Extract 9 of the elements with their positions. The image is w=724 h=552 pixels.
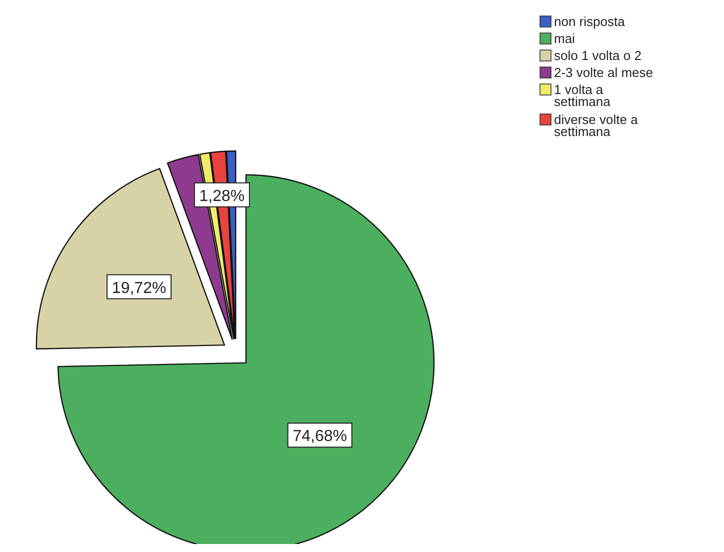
legend-label: mai — [554, 31, 576, 46]
data-label: 1,28% — [199, 188, 245, 205]
legend-label: non risposta — [554, 14, 626, 29]
data-label: 19,72% — [112, 280, 166, 297]
legend-label: 1 volta a settimana — [554, 82, 612, 109]
legend-label: solo 1 volta o 2 — [554, 48, 642, 63]
legend-label: diverse volte a settimana — [554, 112, 639, 139]
legend-label: 2-3 volte al mese — [554, 65, 653, 80]
data-label: 74,68% — [292, 428, 347, 446]
